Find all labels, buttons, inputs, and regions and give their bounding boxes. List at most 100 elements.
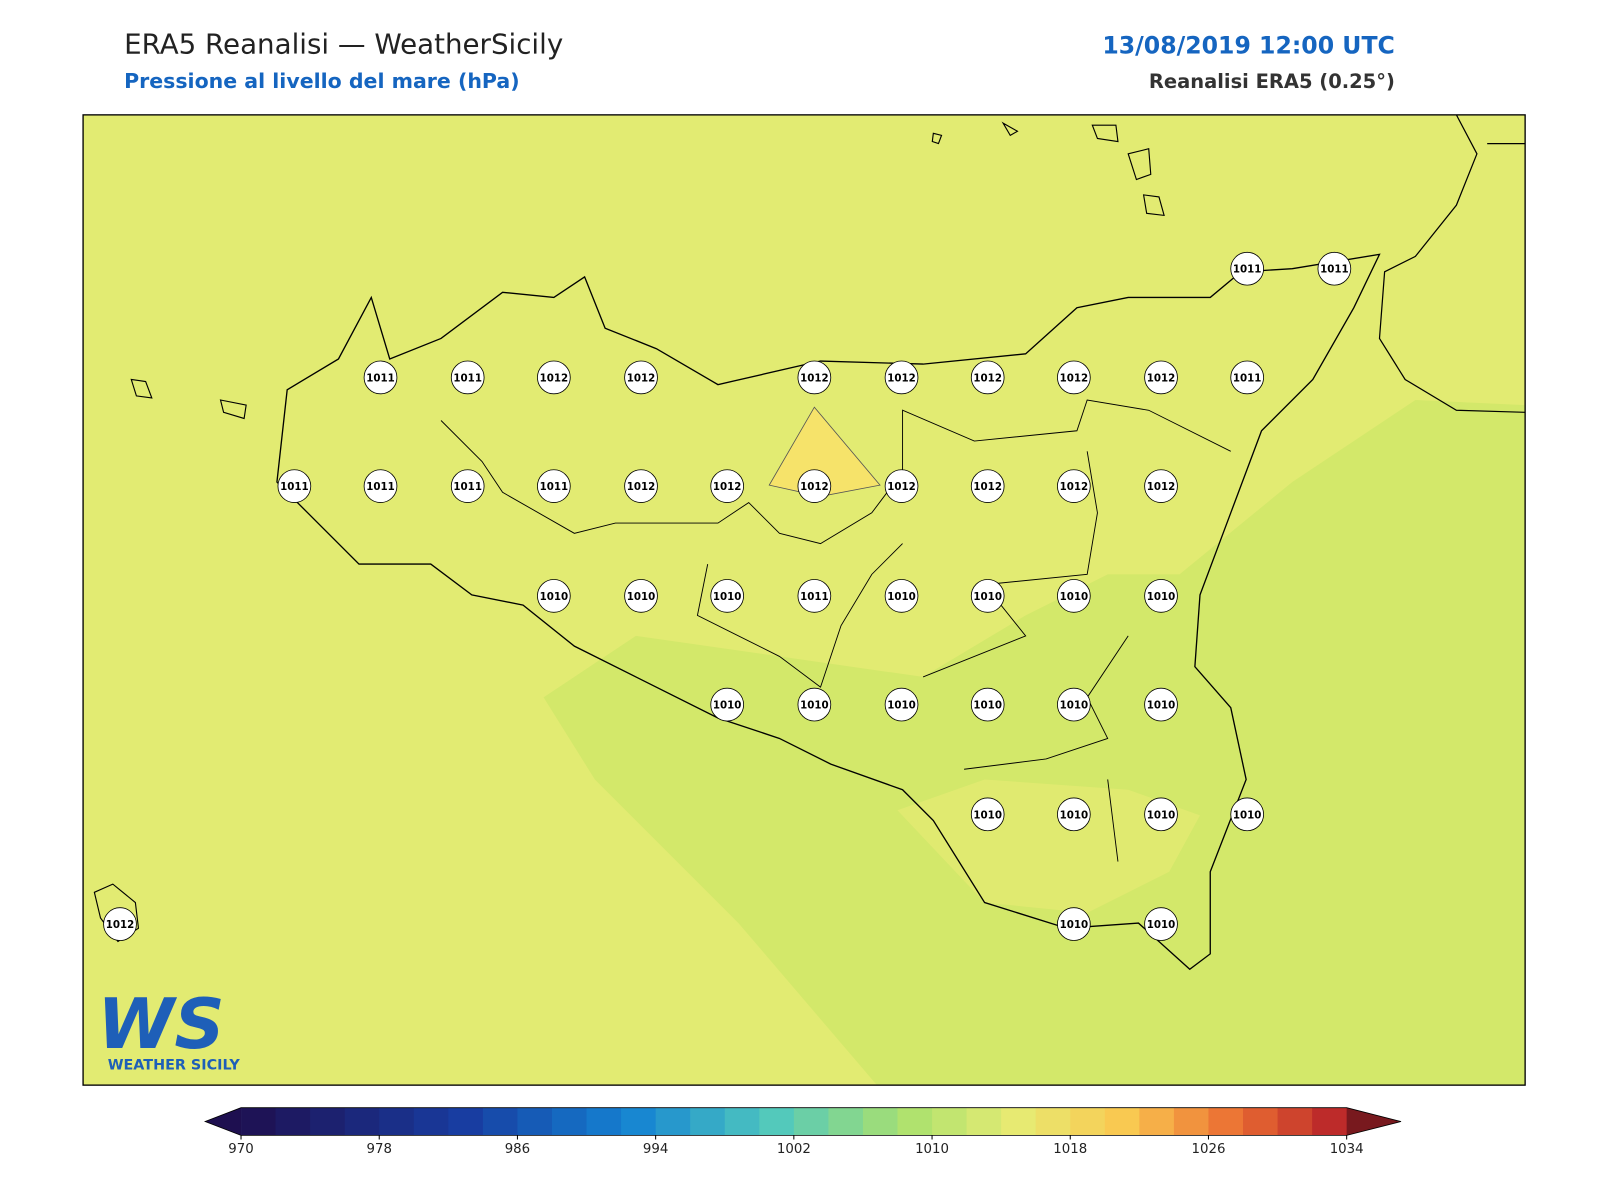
colorbar-box <box>517 1107 553 1136</box>
station-marker <box>1057 360 1091 395</box>
station-marker <box>1144 360 1178 395</box>
station: 1010 <box>1144 687 1178 722</box>
station: 1011 <box>1317 251 1352 286</box>
station: 1010 <box>710 687 744 722</box>
station-label: 1011 <box>540 481 569 493</box>
station-label: 1012 <box>1060 372 1089 384</box>
station-label: 1011 <box>1233 372 1262 384</box>
station: 1010 <box>1144 797 1178 832</box>
colorbar-tick-label: 1010 <box>915 1142 949 1157</box>
station-label: 1012 <box>800 372 829 384</box>
colorbar-tick-label: 986 <box>505 1142 530 1157</box>
station-label: 1010 <box>973 809 1002 821</box>
station-marker <box>1144 907 1178 941</box>
colorbar-box <box>1208 1107 1244 1136</box>
station: 1011 <box>1230 251 1264 286</box>
station-label: 1010 <box>800 700 829 712</box>
station-label: 1012 <box>540 372 569 384</box>
islands <box>93 121 1165 943</box>
colorbar-extend-high <box>1346 1107 1402 1136</box>
station-marker <box>363 360 398 395</box>
colorbar-box <box>241 1107 277 1136</box>
station-marker <box>363 469 398 503</box>
station-marker <box>1057 907 1091 941</box>
station-marker <box>537 469 571 503</box>
station-label: 1012 <box>800 481 829 493</box>
station-marker <box>1057 797 1091 832</box>
subtitle: Pressione al livello del mare (hPa) <box>124 69 520 93</box>
colorbar-tick-label: 1026 <box>1192 1142 1226 1157</box>
station-label: 1011 <box>280 481 309 493</box>
station-label: 1010 <box>1060 700 1089 712</box>
station: 1010 <box>1057 797 1091 832</box>
station: 1010 <box>1144 579 1178 613</box>
station-marker <box>450 469 485 503</box>
station-label: 1010 <box>1060 591 1089 603</box>
station-marker <box>970 687 1005 722</box>
colorbar-box <box>413 1107 449 1136</box>
title: ERA5 Reanalisi — WeatherSicily <box>124 27 563 60</box>
station-label: 1012 <box>1147 372 1176 384</box>
colorbar-tick-label: 1002 <box>777 1142 811 1157</box>
station: 1012 <box>970 469 1005 503</box>
station-label: 1010 <box>1060 809 1089 821</box>
station: 1012 <box>1144 469 1178 503</box>
colorbar-tick-label: 1034 <box>1330 1142 1364 1157</box>
station-label: 1010 <box>887 591 916 603</box>
colorbar-box <box>1243 1107 1279 1136</box>
station-marker <box>624 579 658 613</box>
station: 1010 <box>1230 797 1264 832</box>
station-marker <box>970 797 1005 832</box>
station-marker <box>1057 469 1091 503</box>
station: 1011 <box>450 469 485 503</box>
station: 1011 <box>363 360 398 395</box>
coastline <box>276 253 1381 971</box>
station-label: 1011 <box>1233 264 1262 276</box>
logo-mark: WS <box>97 984 224 1065</box>
station-label: 1010 <box>973 700 1002 712</box>
colorbar-box <box>586 1107 622 1136</box>
station: 1011 <box>277 469 312 503</box>
station-marker <box>1144 579 1178 613</box>
station-label: 1010 <box>540 591 569 603</box>
station: 1012 <box>797 360 832 395</box>
station: 1012 <box>537 360 571 395</box>
colorbar-box <box>1001 1107 1037 1136</box>
colorbar-extend-low <box>205 1107 242 1136</box>
station-label: 1011 <box>1320 264 1349 276</box>
logo: WS WEATHER SICILY <box>97 984 240 1074</box>
pressure-band <box>543 400 1526 1086</box>
station: 1010 <box>884 579 919 613</box>
station: 1012 <box>624 469 658 503</box>
station: 1010 <box>1144 907 1178 941</box>
station-marker <box>884 579 919 613</box>
source: Reanalisi ERA5 (0.25°) <box>1149 70 1395 93</box>
colorbar-box <box>966 1107 1002 1136</box>
station: 1010 <box>1057 579 1091 613</box>
station: 1010 <box>884 687 919 722</box>
station-label: 1010 <box>1147 700 1176 712</box>
station-label: 1012 <box>627 372 656 384</box>
station: 1010 <box>797 687 832 722</box>
station-marker <box>710 469 744 503</box>
colorbar-tick-label: 994 <box>643 1142 668 1157</box>
colorbar-box <box>621 1107 657 1136</box>
station: 1012 <box>884 360 919 395</box>
station: 1012 <box>1144 360 1178 395</box>
datetime: 13/08/2019 12:00 UTC <box>1102 31 1394 59</box>
station-label: 1011 <box>800 591 829 603</box>
station-label: 1011 <box>453 481 482 493</box>
station: 1011 <box>797 579 832 613</box>
station: 1011 <box>537 469 571 503</box>
station-label: 1012 <box>887 481 916 493</box>
station: 1012 <box>797 469 832 503</box>
station-marker <box>103 907 137 941</box>
station-label: 1012 <box>627 481 656 493</box>
colorbar-box <box>448 1107 484 1136</box>
colorbar-box <box>690 1107 726 1136</box>
station-label: 1010 <box>627 591 656 603</box>
colorbar-box <box>862 1107 899 1136</box>
station-label: 1011 <box>366 372 395 384</box>
station-marker <box>970 579 1005 613</box>
station-label: 1010 <box>1147 591 1176 603</box>
